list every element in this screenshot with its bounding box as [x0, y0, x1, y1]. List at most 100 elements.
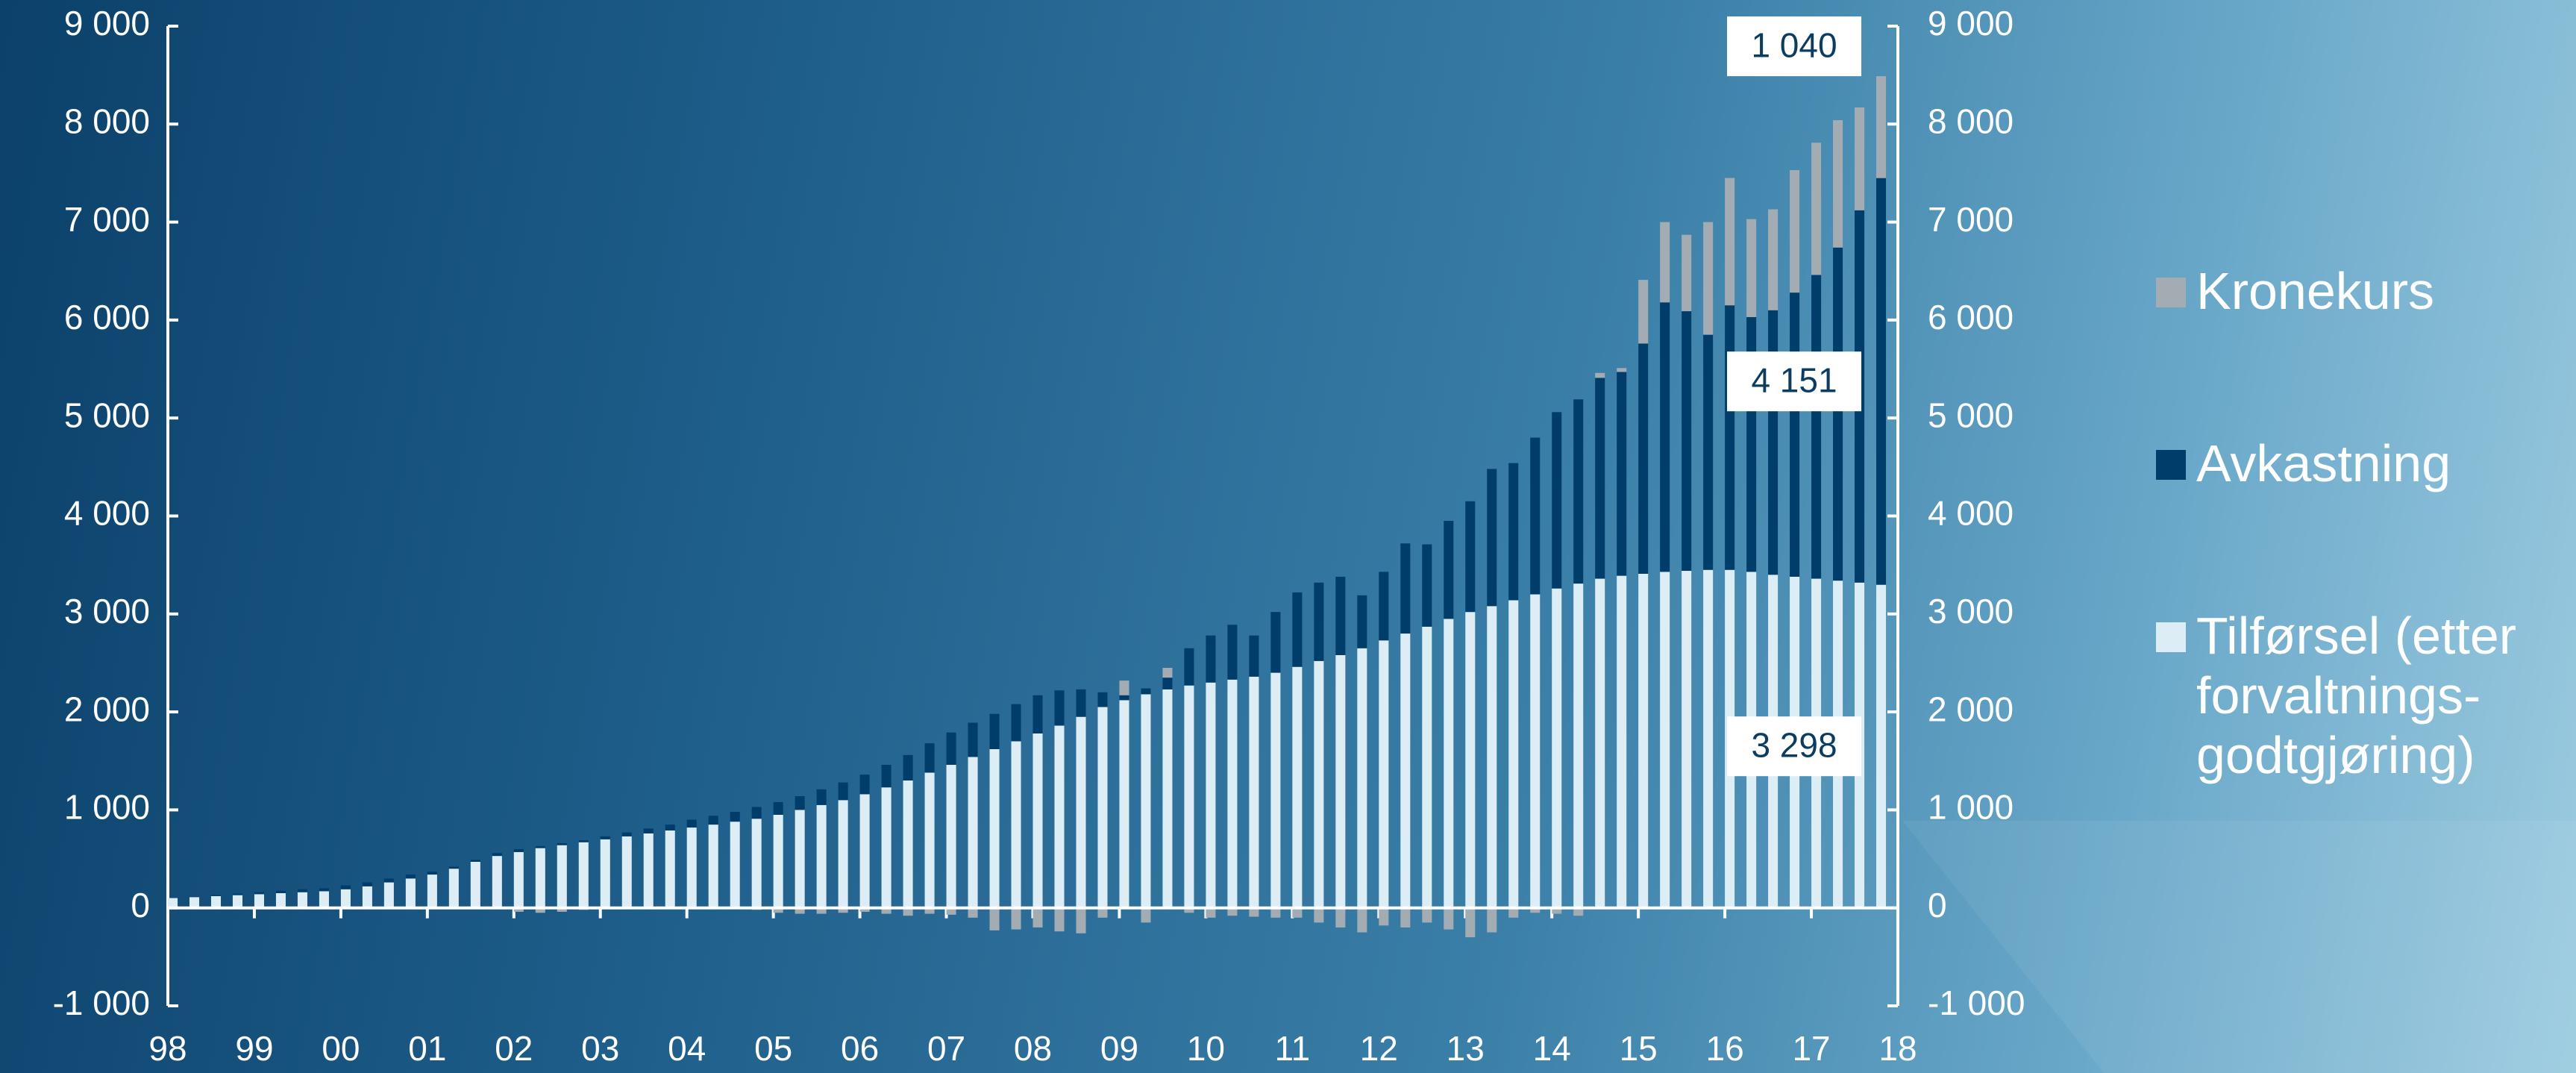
bar-segment: [513, 848, 524, 852]
bar-segment: [210, 895, 222, 896]
data-label-box: [1727, 16, 1862, 77]
y2-tick-label: 2 000: [1928, 689, 2014, 728]
x-tick-label: 02: [495, 1029, 533, 1068]
bar-segment: [1314, 660, 1324, 908]
bar-segment: [1876, 584, 1887, 908]
y-tick-label: -1 000: [53, 983, 150, 1022]
bar-segment: [924, 743, 935, 773]
bar-segment: [362, 886, 372, 908]
bar-segment: [405, 875, 416, 879]
bar-segment: [773, 907, 783, 913]
bar-segment: [1682, 571, 1692, 908]
bar-segment: [1487, 469, 1497, 607]
bar-segment: [881, 765, 891, 788]
bar-segment: [557, 907, 567, 912]
bar-segment: [838, 907, 848, 913]
bar-segment: [1357, 648, 1367, 908]
bar-segment: [924, 907, 935, 914]
bar-segment: [1227, 679, 1238, 908]
bar-segment: [1811, 275, 1822, 579]
bar-segment: [1573, 584, 1584, 908]
legend-label: Avkastning: [2196, 434, 2451, 492]
x-tick-label: 10: [1187, 1029, 1225, 1068]
bar-segment: [859, 907, 870, 912]
data-label: 3 298: [1727, 716, 1862, 777]
bar-segment: [795, 796, 805, 810]
bar-segment: [1335, 576, 1346, 655]
x-tick-label: 06: [841, 1029, 879, 1068]
bar-segment: [1141, 688, 1151, 695]
y2-tick-label: 1 000: [1928, 788, 2014, 827]
bar-segment: [1855, 107, 1865, 210]
bar-segment: [1487, 907, 1497, 933]
bar-segment: [968, 907, 978, 918]
bar-segment: [1876, 178, 1887, 585]
bar-segment: [1746, 219, 1757, 317]
x-tick-label: 15: [1620, 1029, 1658, 1068]
bar-segment: [1530, 907, 1541, 913]
bar-segment: [643, 828, 654, 833]
bar-segment: [319, 891, 329, 908]
bar-segment: [903, 780, 913, 908]
bar-segment: [1379, 640, 1389, 908]
bar-segment: [1119, 700, 1129, 908]
y-tick-label: 1 000: [64, 788, 150, 827]
bar-segment: [383, 878, 394, 883]
bar-segment: [1768, 209, 1779, 310]
bar-segment: [795, 810, 805, 908]
y2-tick-label: 8 000: [1928, 101, 2014, 140]
bar-segment: [1076, 716, 1086, 908]
bar-segment: [1206, 682, 1216, 908]
bar-segment: [1162, 689, 1173, 908]
bar-segment: [686, 828, 697, 908]
bar-segment: [1682, 311, 1692, 572]
bar-segment: [1833, 120, 1843, 248]
bar-segment: [1682, 234, 1692, 312]
bar-segment: [1617, 372, 1627, 576]
x-tick-label: 17: [1792, 1029, 1830, 1068]
bar-segment: [1530, 594, 1541, 908]
data-label: 1 040: [1727, 16, 1862, 77]
y2-tick-label: 0: [1928, 886, 1947, 925]
data-label-box: [1727, 351, 1862, 412]
bar-segment: [1595, 578, 1605, 908]
x-tick-label: 11: [1274, 1029, 1310, 1068]
bar-segment: [1444, 521, 1454, 619]
bar-segment: [968, 722, 978, 757]
bar-segment: [859, 794, 870, 908]
bar-segment: [730, 822, 740, 908]
bar-segment: [168, 898, 178, 908]
y-tick-label: 5 000: [64, 395, 150, 434]
bar-segment: [816, 804, 827, 908]
bar-segment: [1790, 293, 1800, 577]
bar-segment: [989, 907, 1000, 930]
bar-segment: [232, 895, 243, 908]
bar-segment: [470, 861, 480, 908]
bar-segment: [816, 789, 827, 805]
bar-segment: [1357, 595, 1367, 648]
bar-segment: [1444, 907, 1454, 930]
bar-segment: [470, 860, 480, 862]
bar-segment: [297, 892, 307, 908]
y-tick-label: 7 000: [64, 200, 150, 239]
bar-segment: [1227, 907, 1238, 916]
bar-segment: [578, 840, 589, 842]
bar-segment: [903, 907, 913, 916]
y-tick-label: 2 000: [64, 689, 150, 728]
x-tick-label: 05: [754, 1029, 792, 1068]
bar-segment: [1444, 619, 1454, 908]
bar-segment: [1422, 626, 1432, 908]
x-tick-label: 12: [1360, 1029, 1398, 1068]
bar-segment: [1595, 378, 1605, 579]
bar-segment: [1703, 569, 1714, 908]
bar-segment: [1011, 907, 1021, 930]
x-tick-label: 13: [1447, 1029, 1485, 1068]
bar-segment: [1552, 412, 1562, 589]
bar-segment: [1292, 592, 1303, 667]
legend-label: Kronekurs: [2196, 262, 2435, 320]
legend-item: Avkastning: [2156, 434, 2562, 493]
bar-segment: [686, 819, 697, 828]
bar-segment: [1660, 572, 1670, 908]
bar-segment: [1508, 600, 1519, 908]
